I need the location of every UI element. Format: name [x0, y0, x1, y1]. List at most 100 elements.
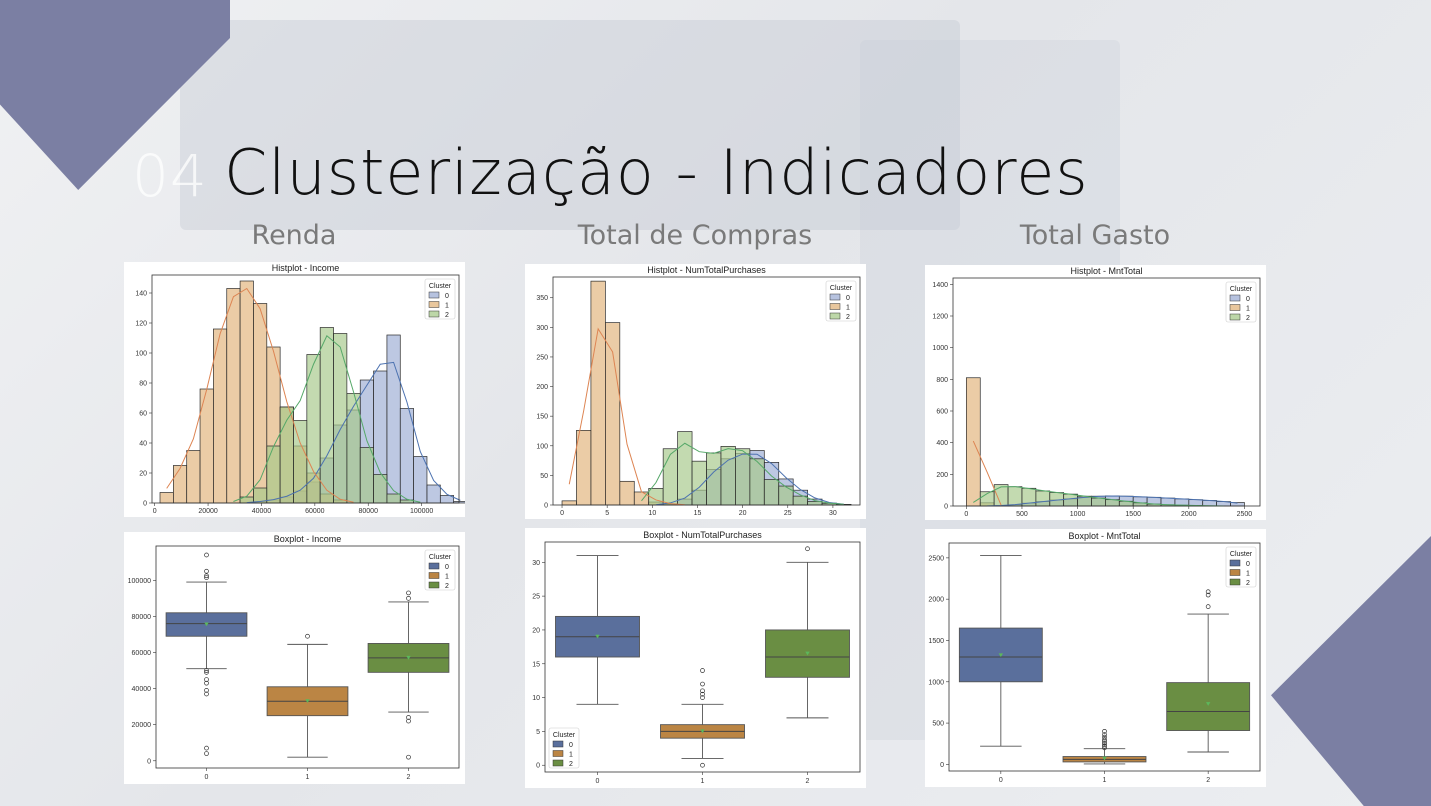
legend-swatch-1 — [552, 750, 564, 757]
legend-swatch-1 — [1229, 304, 1241, 311]
outlier-point — [1205, 589, 1211, 595]
y-tick-label: 20000 — [132, 722, 152, 729]
legend-swatch-2 — [829, 312, 841, 320]
x-tick-label: 2 — [1206, 777, 1210, 784]
y-tick-label: 2000 — [928, 597, 944, 604]
y-tick-label: 40000 — [132, 686, 152, 693]
legend-label-2: 2 — [445, 312, 449, 319]
chart-title: Boxplot - NumTotalPurchases — [643, 530, 762, 540]
histogram-bar — [413, 456, 428, 504]
histogram-bar — [993, 484, 1009, 507]
column-heading-total-compras: Total de Compras — [577, 220, 813, 251]
histogram-bar — [253, 303, 268, 504]
y-tick-label: 120 — [135, 321, 147, 328]
chart-boxplot-numtotalpurchases: Boxplot - NumTotalPurchases 0 1 2 0 5 10 15 20 25… — [525, 528, 866, 788]
legend-title: Cluster — [830, 285, 853, 292]
x-tick-label: 0 — [560, 510, 564, 517]
chart-title: Boxplot - MntTotal — [1068, 531, 1140, 541]
y-tick-label: 40 — [139, 441, 147, 448]
outlier-point — [204, 668, 209, 673]
chart-histplot-income: Histplot - Income 0 20000 40000 60000 80000 10… — [124, 262, 465, 517]
outlier-point — [1102, 734, 1107, 740]
legend-box — [825, 280, 857, 322]
legend-label-1: 1 — [445, 303, 449, 310]
mean-marker — [595, 634, 600, 639]
x-tick-label: 2 — [806, 778, 810, 785]
outlier-point — [700, 695, 705, 700]
y-tick-label: 250 — [536, 354, 548, 361]
legend-swatch-0 — [829, 293, 841, 301]
outlier-point — [1102, 743, 1107, 749]
y-tick-label: 25 — [532, 594, 540, 601]
histogram-bar — [1035, 490, 1051, 507]
y-tick-label: 1000 — [932, 345, 948, 352]
y-tick-label: 0 — [944, 504, 948, 511]
corner-triangle-bottom-right — [1271, 536, 1431, 806]
legend-box — [1225, 281, 1257, 323]
histogram-bar — [1007, 486, 1023, 507]
histogram-bar — [807, 501, 823, 506]
outlier-point — [204, 688, 209, 693]
y-tick-label: 100 — [536, 443, 548, 450]
legend-swatch-2 — [552, 759, 564, 767]
histogram-bar — [576, 430, 592, 506]
x-tick-label: 25 — [784, 510, 792, 517]
outlier-point — [406, 590, 411, 596]
y-tick-label: 50 — [540, 473, 548, 480]
outlier-point — [700, 668, 705, 673]
chart-boxplot-mnttotal: Boxplot - MntTotal 0 1 2 0 500 1000 1500 2000 250… — [925, 529, 1266, 787]
outlier-point — [204, 575, 209, 580]
legend-box — [424, 549, 456, 591]
legend-title: Cluster — [553, 732, 576, 739]
kde-line-1 — [166, 287, 354, 503]
legend-label-0: 0 — [1246, 296, 1250, 303]
x-tick-label: 0 — [964, 511, 968, 518]
column-heading-renda: Renda — [251, 220, 337, 251]
outlier-point — [805, 546, 810, 552]
legend-label-2: 2 — [1246, 580, 1250, 587]
y-tick-label: 80000 — [132, 614, 152, 621]
legend-label-0: 0 — [445, 293, 449, 300]
legend-swatch-1 — [428, 301, 440, 308]
plot-frame — [151, 274, 460, 504]
legend-swatch-2 — [1229, 313, 1241, 321]
histogram-bar — [1063, 493, 1078, 507]
x-tick-label: 60000 — [305, 508, 325, 515]
histogram-bar — [399, 408, 414, 504]
outlier-point — [1205, 592, 1211, 598]
mean-marker — [1205, 702, 1211, 706]
kde-line-1 — [972, 440, 1002, 506]
kde-line-1 — [568, 327, 685, 506]
x-tick-label: 0 — [205, 774, 209, 781]
kde-line-0 — [246, 361, 461, 504]
y-tick-label: 80 — [139, 381, 147, 388]
histogram-bar — [359, 447, 374, 504]
histogram-bar — [279, 406, 294, 504]
histogram-bar — [778, 485, 794, 506]
kde-line-2 — [233, 334, 421, 503]
y-tick-label: 1500 — [928, 638, 944, 645]
x-tick-label: 20 — [739, 510, 747, 517]
chart-histplot-numtotalpurchases: Histplot - NumTotalPurchases 0 5 10 15 20 25 30… — [525, 264, 866, 519]
x-tick-label: 1 — [306, 774, 310, 781]
legend-swatch-2 — [1229, 578, 1241, 586]
outlier-point — [700, 762, 705, 768]
y-tick-label: 10 — [532, 695, 540, 702]
legend-label-1: 1 — [846, 305, 850, 312]
histogram-bar — [662, 448, 678, 506]
legend-swatch-1 — [829, 303, 841, 310]
x-tick-label: 1000 — [1070, 511, 1086, 518]
outlier-point — [1102, 737, 1107, 742]
legend-label-2: 2 — [1246, 315, 1250, 322]
legend-swatch-2 — [428, 581, 440, 589]
plot-frame — [544, 541, 861, 773]
legend-swatch-0 — [1229, 294, 1241, 302]
outlier-point — [204, 680, 209, 686]
x-tick-label: 500 — [1016, 511, 1028, 518]
outlier-point — [204, 677, 209, 682]
y-tick-label: 140 — [135, 291, 147, 298]
legend-label-2: 2 — [846, 314, 850, 321]
x-tick-label: 10 — [648, 510, 656, 517]
legend-label-1: 1 — [445, 574, 449, 581]
legend-title: Cluster — [429, 283, 452, 290]
